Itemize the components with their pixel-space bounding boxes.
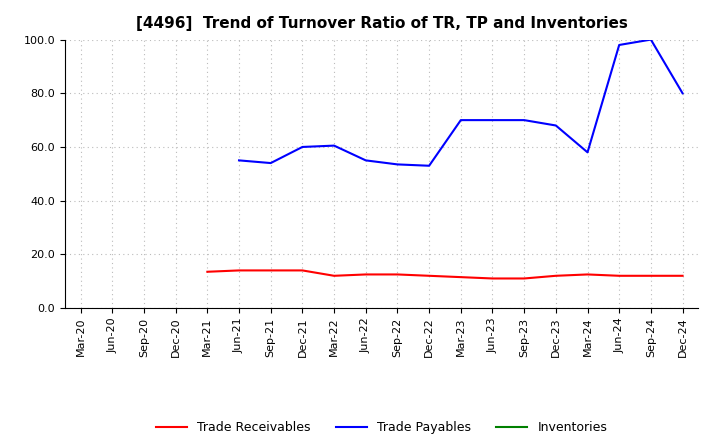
Trade Payables [330,143,338,148]
Trade Payables [615,42,624,48]
Trade Payables [488,117,497,123]
Trade Payables [552,123,560,128]
Trade Receivables [456,275,465,280]
Line: Trade Payables: Trade Payables [239,40,683,166]
Trade Receivables [266,268,275,273]
Trade Payables [647,37,655,42]
Trade Receivables [615,273,624,279]
Legend: Trade Receivables, Trade Payables, Inventories: Trade Receivables, Trade Payables, Inven… [151,416,612,439]
Trade Payables [235,158,243,163]
Trade Payables [298,144,307,150]
Trade Payables [456,117,465,123]
Title: [4496]  Trend of Turnover Ratio of TR, TP and Inventories: [4496] Trend of Turnover Ratio of TR, TP… [135,16,628,32]
Trade Payables [583,150,592,155]
Trade Payables [266,161,275,166]
Trade Receivables [330,273,338,279]
Trade Receivables [298,268,307,273]
Trade Receivables [393,272,402,277]
Trade Receivables [425,273,433,279]
Trade Payables [361,158,370,163]
Trade Receivables [488,276,497,281]
Trade Receivables [583,272,592,277]
Trade Payables [393,162,402,167]
Trade Payables [520,117,528,123]
Trade Receivables [361,272,370,277]
Trade Receivables [552,273,560,279]
Trade Receivables [235,268,243,273]
Trade Receivables [647,273,655,279]
Trade Payables [678,91,687,96]
Trade Payables [425,163,433,169]
Trade Receivables [678,273,687,279]
Line: Trade Receivables: Trade Receivables [207,271,683,279]
Trade Receivables [520,276,528,281]
Trade Receivables [203,269,212,275]
